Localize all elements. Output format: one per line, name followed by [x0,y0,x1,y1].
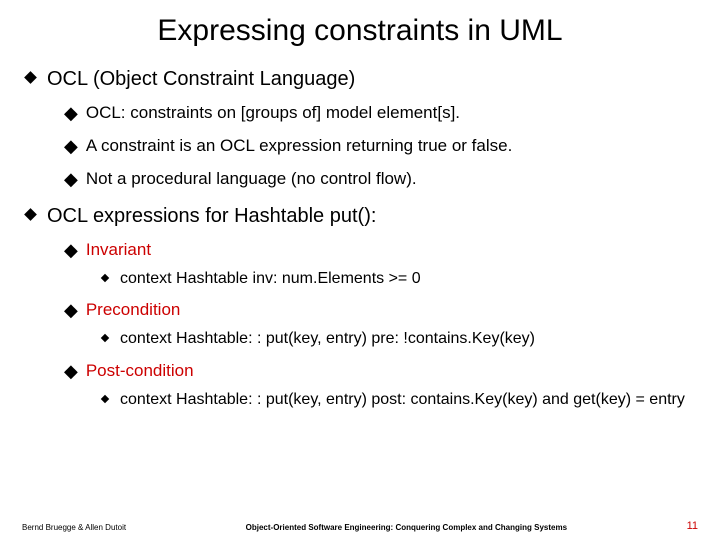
sub-list: ◆ OCL: constraints on [groups of] model … [24,102,696,191]
list-item: OCL (Object Constraint Language) ◆ OCL: … [24,66,696,191]
diamond-bullet-icon [24,208,37,221]
bullet-text: OCL expressions for Hashtable put(): [47,203,376,229]
bullet-text: context Hashtable: : put(key, entry) pos… [120,389,685,411]
bullet-text: OCL (Object Constraint Language) [47,66,355,92]
bullet-text: OCL: constraints on [groups of] model el… [86,102,460,125]
footer-book-title: Object-Oriented Software Engineering: Co… [126,523,687,532]
mini-diamond-bullet-icon [101,395,109,403]
sub-sub-list: context Hashtable: : put(key, entry) pre… [64,328,696,350]
sub-list: ◆ Invariant context Hashtable inv: num.E… [24,239,696,411]
dot-bullet-icon: ◆ [64,137,78,155]
sub-sub-list: context Hashtable: : put(key, entry) pos… [64,389,696,411]
footer-page-number: 11 [687,520,698,532]
list-item: context Hashtable inv: num.Elements >= 0 [100,268,696,290]
bullet-text: context Hashtable: : put(key, entry) pre… [120,328,535,350]
list-item: context Hashtable: : put(key, entry) pos… [100,389,696,411]
slide-title: Expressing constraints in UML [24,14,696,48]
list-item: context Hashtable: : put(key, entry) pre… [100,328,696,350]
bullet-text: Post-condition [86,360,194,383]
footer-authors: Bernd Bruegge & Allen Dutoit [22,523,126,532]
diamond-bullet-icon [24,71,37,84]
mini-diamond-bullet-icon [101,274,109,282]
bullet-text: Invariant [86,239,151,262]
dot-bullet-icon: ◆ [64,362,78,380]
list-item: ◆ Post-condition context Hashtable: : pu… [64,360,696,411]
bullet-text: A constraint is an OCL expression return… [86,135,512,158]
dot-bullet-icon: ◆ [64,301,78,319]
dot-bullet-icon: ◆ [64,170,78,188]
list-item: ◆ Not a procedural language (no control … [64,168,696,191]
list-item: ◆ Invariant context Hashtable inv: num.E… [64,239,696,290]
bullet-text: Precondition [86,299,181,322]
slide-footer: Bernd Bruegge & Allen Dutoit Object-Orie… [0,520,720,532]
dot-bullet-icon: ◆ [64,241,78,259]
list-item: ◆ OCL: constraints on [groups of] model … [64,102,696,125]
bullet-text: Not a procedural language (no control fl… [86,168,417,191]
list-item: ◆ A constraint is an OCL expression retu… [64,135,696,158]
bullet-text: context Hashtable inv: num.Elements >= 0 [120,268,421,290]
list-item: ◆ Precondition context Hashtable: : put(… [64,299,696,350]
bullet-list: OCL (Object Constraint Language) ◆ OCL: … [24,66,696,410]
sub-sub-list: context Hashtable inv: num.Elements >= 0 [64,268,696,290]
slide: Expressing constraints in UML OCL (Objec… [0,0,720,540]
dot-bullet-icon: ◆ [64,104,78,122]
mini-diamond-bullet-icon [101,334,109,342]
list-item: OCL expressions for Hashtable put(): ◆ I… [24,203,696,411]
